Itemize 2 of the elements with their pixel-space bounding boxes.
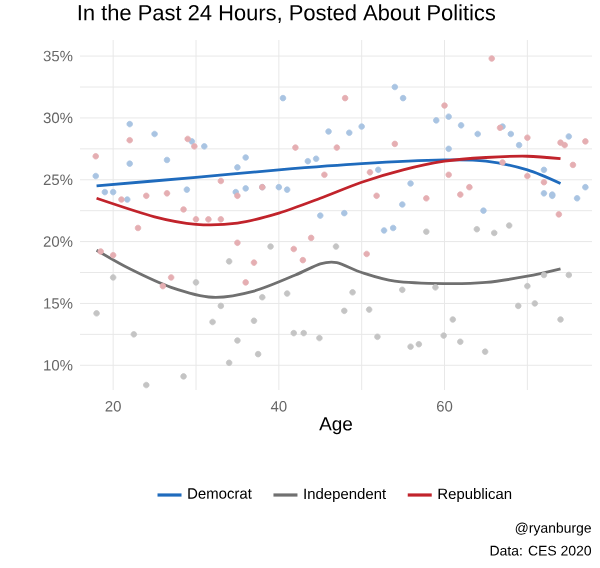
chart-title: In the Past 24 Hours, Posted About Politics bbox=[78, 4, 496, 24]
x-axis-title: Age bbox=[319, 417, 352, 435]
